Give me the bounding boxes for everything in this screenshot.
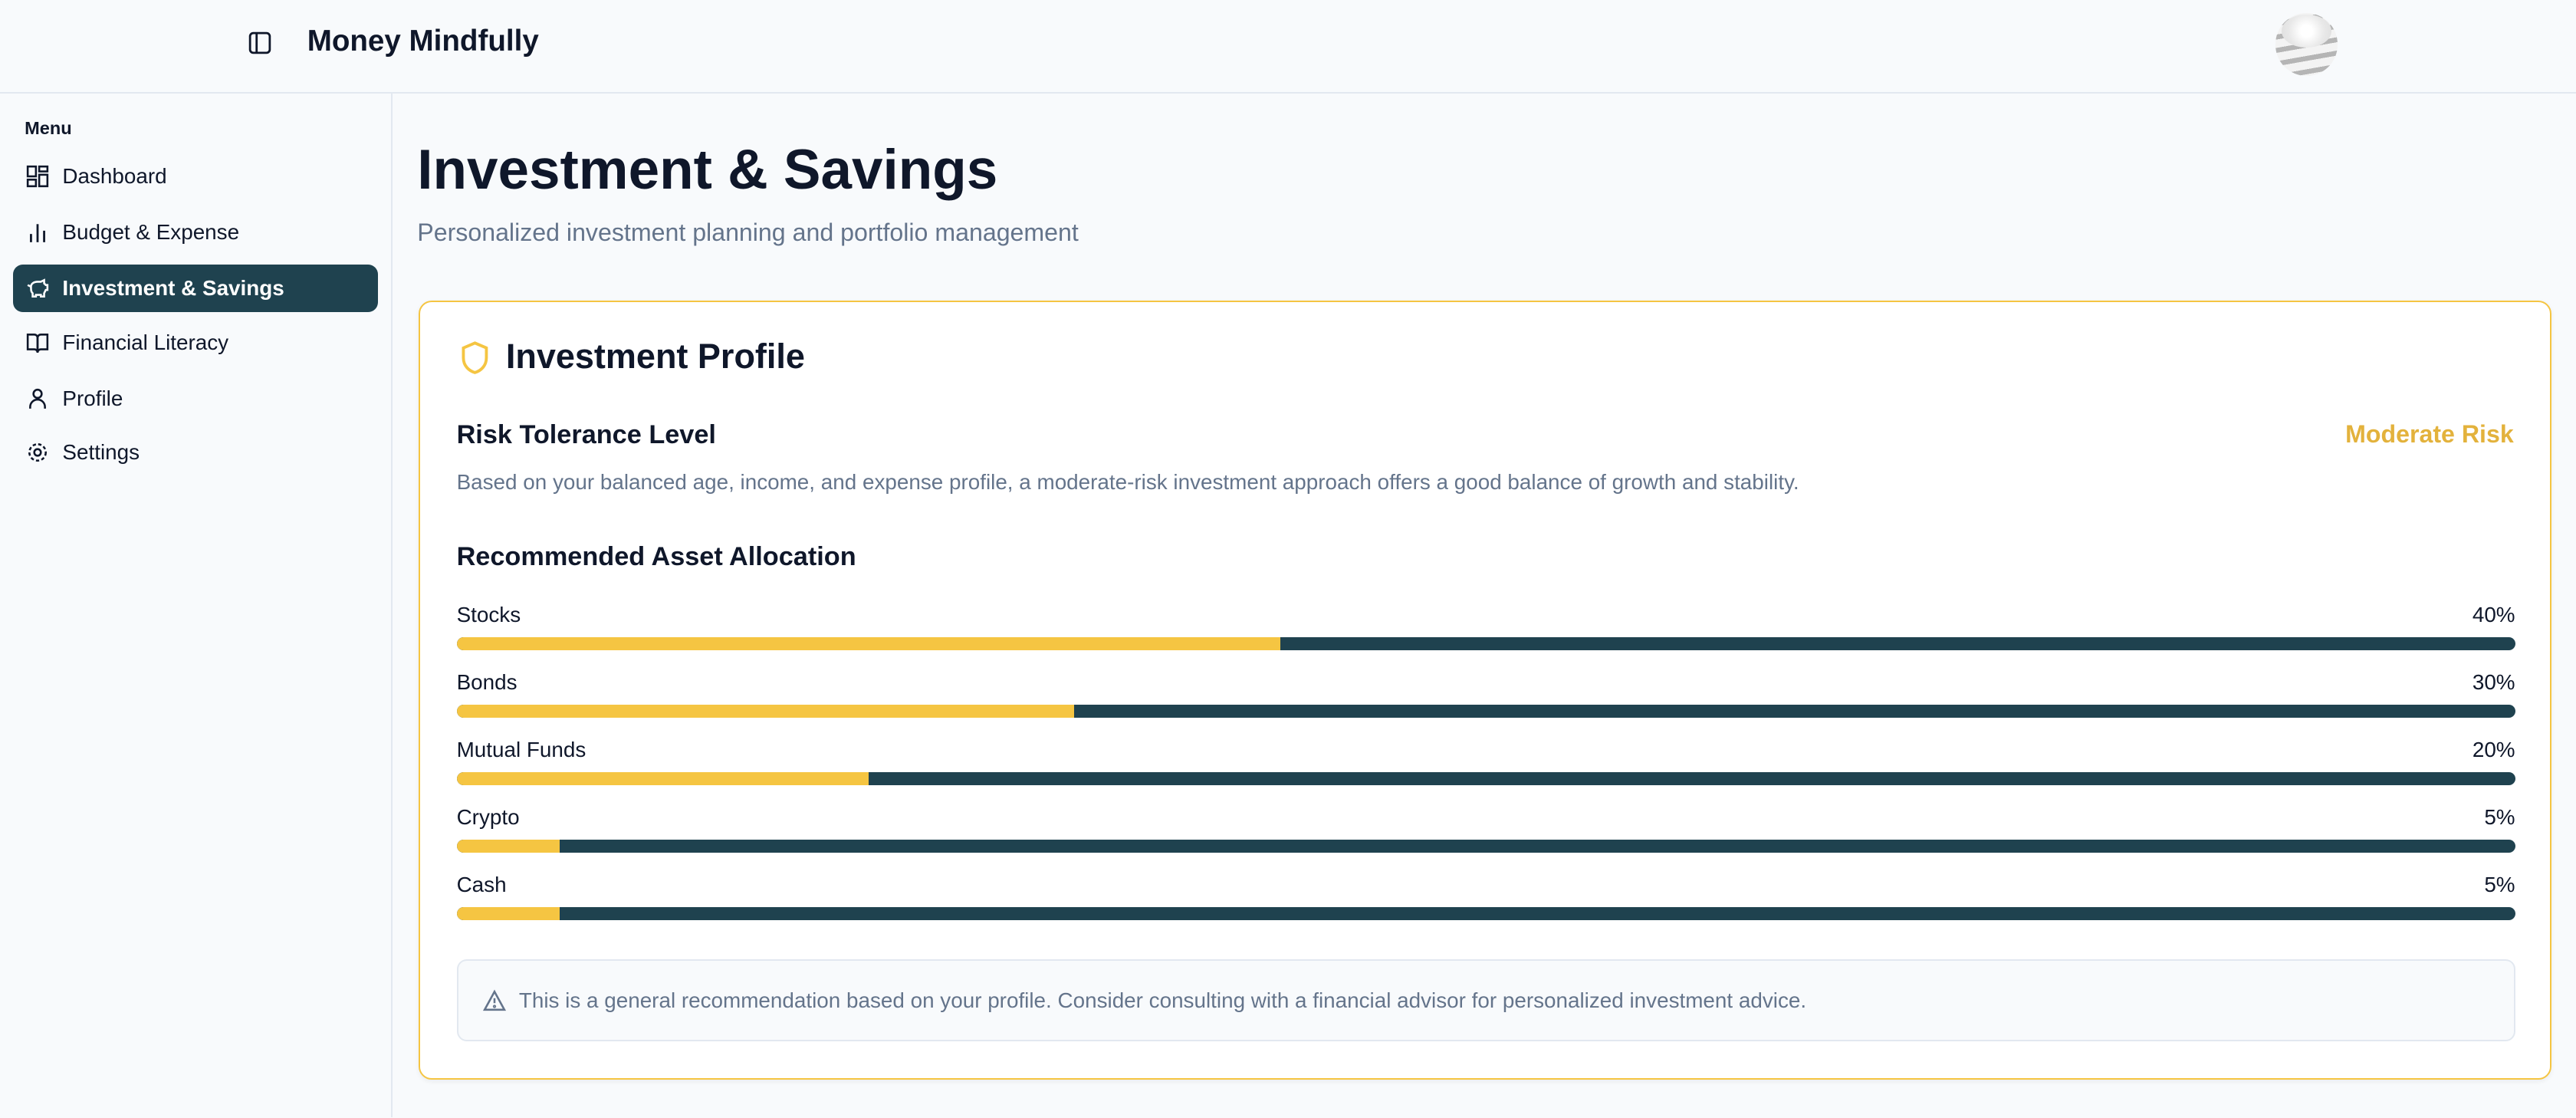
sidebar-item-label: Dashboard — [62, 164, 167, 189]
risk-level-value: Moderate Risk — [2345, 420, 2514, 449]
sidebar-item-settings[interactable]: Settings — [13, 429, 378, 476]
sidebar-item-profile[interactable]: Profile — [13, 375, 378, 423]
sidebar-item-label: Financial Literacy — [62, 330, 229, 354]
allocation-progress-fill — [456, 637, 1280, 651]
allocation-percent: 5% — [2484, 804, 2515, 829]
notice-text: This is a general recommendation based o… — [518, 988, 1807, 1012]
sidebar-toggle-icon[interactable] — [248, 31, 271, 54]
allocation-progress-bar — [456, 771, 2515, 786]
allocation-percent: 5% — [2484, 872, 2515, 896]
warning-icon — [482, 989, 506, 1011]
allocation-label: Crypto — [456, 804, 520, 829]
allocation-progress-fill — [456, 906, 560, 920]
investment-profile-card: Investment Profile Risk Tolerance Level … — [419, 301, 2551, 1080]
risk-tolerance-heading: Risk Tolerance Level — [456, 420, 716, 450]
sidebar-item-label: Profile — [62, 386, 123, 410]
shield-icon — [462, 341, 488, 375]
sidebar-item-label: Investment & Savings — [62, 276, 284, 301]
allocation-label: Bonds — [456, 670, 518, 695]
sidebar-item-investment[interactable]: Investment & Savings — [13, 264, 378, 313]
allocation-heading: Recommended Asset Allocation — [456, 541, 856, 571]
allocation-percent: 30% — [2472, 670, 2515, 695]
sidebar-item-label: Budget & Expense — [62, 220, 240, 245]
allocation-progress-fill — [456, 771, 869, 786]
allocation-label: Cash — [456, 872, 507, 896]
sidebar-item-financial-literacy[interactable]: Financial Literacy — [13, 319, 378, 367]
allocation-progress-fill — [456, 705, 1075, 718]
allocation-label: Mutual Funds — [456, 737, 586, 761]
allocation-progress-bar — [456, 839, 2515, 853]
user-icon — [29, 388, 47, 409]
sidebar-item-budget[interactable]: Budget & Expense — [13, 209, 378, 256]
app-title: Money Mindfully — [307, 25, 539, 58]
allocation-progress-bar — [456, 637, 2515, 651]
menu-label: Menu — [25, 118, 72, 139]
book-icon — [27, 333, 49, 353]
allocation-progress-bar — [456, 705, 2515, 718]
card-title: Investment Profile — [505, 337, 805, 377]
allocation-progress-fill — [456, 839, 560, 853]
allocation-progress-bar — [456, 906, 2515, 920]
risk-description: Based on your balanced age, income, and … — [456, 469, 1799, 494]
page-title: Investment & Savings — [417, 139, 998, 201]
advice-notice: This is a general recommendation based o… — [456, 959, 2515, 1042]
allocation-label: Stocks — [456, 603, 521, 627]
top-header: Money Mindfully — [0, 0, 2576, 94]
allocation-percent: 40% — [2472, 603, 2515, 627]
piggy-bank-icon — [27, 278, 49, 298]
page-subtitle: Personalized investment planning and por… — [417, 219, 1079, 246]
sidebar: Menu Dashboard Budget & Expense Investme… — [0, 94, 393, 1118]
gear-icon — [28, 443, 48, 462]
user-avatar[interactable] — [2275, 13, 2338, 76]
sidebar-item-label: Settings — [62, 440, 140, 465]
bar-chart-icon — [30, 224, 46, 243]
sidebar-item-dashboard[interactable]: Dashboard — [13, 153, 378, 200]
dashboard-icon — [27, 166, 49, 188]
allocation-percent: 20% — [2472, 737, 2515, 761]
